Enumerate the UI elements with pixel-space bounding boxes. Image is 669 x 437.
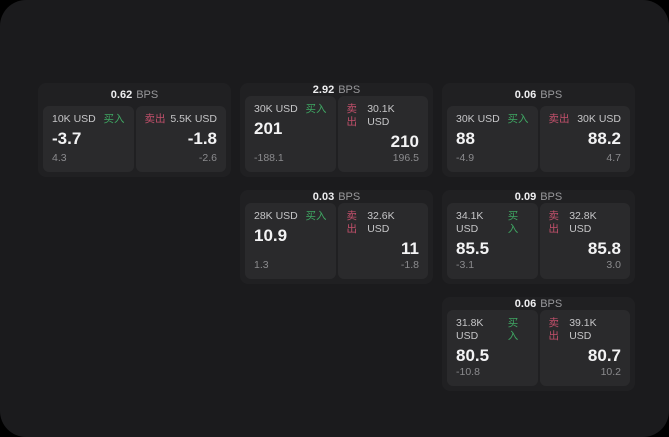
- buy-tag: 买入: [305, 210, 327, 222]
- quote-card: 0.03 BPS 28K USD 买入 10.9 1.3 卖出 32.6K US…: [240, 190, 433, 284]
- buy-sell-panels: 30K USD 买入 88 -4.9 卖出 30K USD 88.2 4.7: [442, 106, 635, 177]
- quote-card: 0.09 BPS 34.1K USD 买入 85.5 -3.1 卖出 32.8K…: [442, 190, 635, 284]
- sell-tag: 卖出: [548, 210, 560, 235]
- sell-price: -1.8: [187, 129, 217, 148]
- bps-unit-label: BPS: [136, 88, 159, 101]
- sell-delta: 10.2: [600, 366, 621, 378]
- sell-tag: 卖出: [548, 317, 560, 342]
- sell-tag: 卖出: [346, 103, 358, 128]
- card-header: 0.03 BPS: [240, 190, 433, 203]
- card-header: 0.09 BPS: [442, 190, 635, 203]
- quotes-grid: 0.62 BPS 10K USD 买入 -3.7 4.3 卖出 5.5K USD: [38, 83, 635, 391]
- sell-delta: -1.8: [400, 259, 419, 271]
- sell-size: 5.5K USD: [170, 113, 217, 125]
- buy-panel[interactable]: 31.8K USD 买入 80.5 -10.8: [447, 310, 538, 386]
- buy-sell-panels: 30K USD 买入 201 -188.1 卖出 30.1K USD 210 1…: [240, 96, 433, 177]
- buy-size: 10K USD: [52, 113, 96, 125]
- sell-size: 32.8K USD: [569, 210, 597, 235]
- bps-unit-label: BPS: [540, 297, 563, 310]
- sell-panel[interactable]: 卖出 32.6K USD 11 -1.8: [337, 203, 428, 279]
- sell-panel[interactable]: 卖出 5.5K USD -1.8 -2.6: [135, 106, 226, 172]
- sell-delta: 3.0: [606, 259, 621, 271]
- card-header: 2.92 BPS: [240, 83, 433, 96]
- bps-value: 0.03: [312, 190, 335, 203]
- quote-card: 0.06 BPS 31.8K USD 买入 80.5 -10.8 卖出 39.1…: [442, 297, 635, 391]
- sell-delta: 196.5: [392, 152, 419, 164]
- sell-size: 30K USD: [577, 113, 621, 125]
- sell-panel[interactable]: 卖出 30K USD 88.2 4.7: [539, 106, 630, 172]
- buy-tag: 买入: [103, 113, 125, 125]
- buy-price: -3.7: [52, 129, 82, 148]
- buy-panel[interactable]: 10K USD 买入 -3.7 4.3: [43, 106, 134, 172]
- sell-price: 88.2: [587, 129, 621, 148]
- buy-tag: 买入: [507, 113, 529, 125]
- buy-price: 88: [456, 129, 475, 148]
- bps-unit-label: BPS: [338, 83, 361, 96]
- sell-tag: 卖出: [548, 113, 570, 125]
- sell-tag: 卖出: [346, 210, 358, 235]
- buy-size: 28K USD: [254, 210, 298, 222]
- buy-sell-panels: 28K USD 买入 10.9 1.3 卖出 32.6K USD 11 -1.8: [240, 203, 433, 284]
- sell-size: 39.1K USD: [569, 317, 597, 342]
- buy-size: 30K USD: [456, 113, 500, 125]
- quote-card: 0.06 BPS 30K USD 买入 88 -4.9 卖出 30K USD: [442, 83, 635, 177]
- buy-panel[interactable]: 34.1K USD 买入 85.5 -3.1: [447, 203, 538, 279]
- sell-delta: 4.7: [606, 152, 621, 164]
- buy-price: 80.5: [456, 346, 490, 365]
- buy-delta: -188.1: [254, 152, 284, 164]
- buy-price: 85.5: [456, 239, 490, 258]
- card-header: 0.62 BPS: [38, 83, 231, 106]
- buy-price: 201: [254, 119, 283, 138]
- bps-value: 0.06: [514, 297, 537, 310]
- sell-panel[interactable]: 卖出 39.1K USD 80.7 10.2: [539, 310, 630, 386]
- sell-size: 32.6K USD: [367, 210, 395, 235]
- buy-delta: -3.1: [456, 259, 475, 271]
- buy-sell-panels: 31.8K USD 买入 80.5 -10.8 卖出 39.1K USD 80.…: [442, 310, 635, 391]
- sell-panel[interactable]: 卖出 32.8K USD 85.8 3.0: [539, 203, 630, 279]
- buy-sell-panels: 34.1K USD 买入 85.5 -3.1 卖出 32.8K USD 85.8…: [442, 203, 635, 284]
- buy-panel[interactable]: 30K USD 买入 201 -188.1: [245, 96, 336, 172]
- buy-tag: 买入: [507, 317, 519, 342]
- sell-price: 210: [390, 132, 419, 151]
- sell-price: 85.8: [587, 239, 621, 258]
- bps-value: 0.62: [110, 88, 133, 101]
- buy-panel[interactable]: 30K USD 买入 88 -4.9: [447, 106, 538, 172]
- sell-price: 80.7: [587, 346, 621, 365]
- bps-value: 2.92: [312, 83, 335, 96]
- bps-unit-label: BPS: [338, 190, 361, 203]
- buy-panel[interactable]: 28K USD 买入 10.9 1.3: [245, 203, 336, 279]
- buy-delta: -4.9: [456, 152, 475, 164]
- bps-unit-label: BPS: [540, 190, 563, 203]
- buy-size: 34.1K USD: [456, 210, 484, 235]
- buy-tag: 买入: [507, 210, 519, 235]
- sell-tag: 卖出: [144, 113, 166, 125]
- bps-value: 0.09: [514, 190, 537, 203]
- buy-size: 31.8K USD: [456, 317, 484, 342]
- card-header: 0.06 BPS: [442, 297, 635, 310]
- buy-size: 30K USD: [254, 103, 298, 115]
- buy-price: 10.9: [254, 226, 288, 245]
- buy-delta: 4.3: [52, 152, 67, 164]
- sell-size: 30.1K USD: [367, 103, 395, 128]
- buy-delta: -10.8: [456, 366, 480, 378]
- bps-value: 0.06: [514, 88, 537, 101]
- sell-panel[interactable]: 卖出 30.1K USD 210 196.5: [337, 96, 428, 172]
- buy-delta: 1.3: [254, 259, 269, 271]
- sell-delta: -2.6: [198, 152, 217, 164]
- card-header: 0.06 BPS: [442, 83, 635, 106]
- sell-price: 11: [401, 239, 419, 258]
- quote-card: 0.62 BPS 10K USD 买入 -3.7 4.3 卖出 5.5K USD: [38, 83, 231, 177]
- quote-card: 2.92 BPS 30K USD 买入 201 -188.1 卖出 30.1K …: [240, 83, 433, 177]
- buy-sell-panels: 10K USD 买入 -3.7 4.3 卖出 5.5K USD -1.8 -2.…: [38, 106, 231, 177]
- buy-tag: 买入: [305, 103, 327, 115]
- bps-unit-label: BPS: [540, 88, 563, 101]
